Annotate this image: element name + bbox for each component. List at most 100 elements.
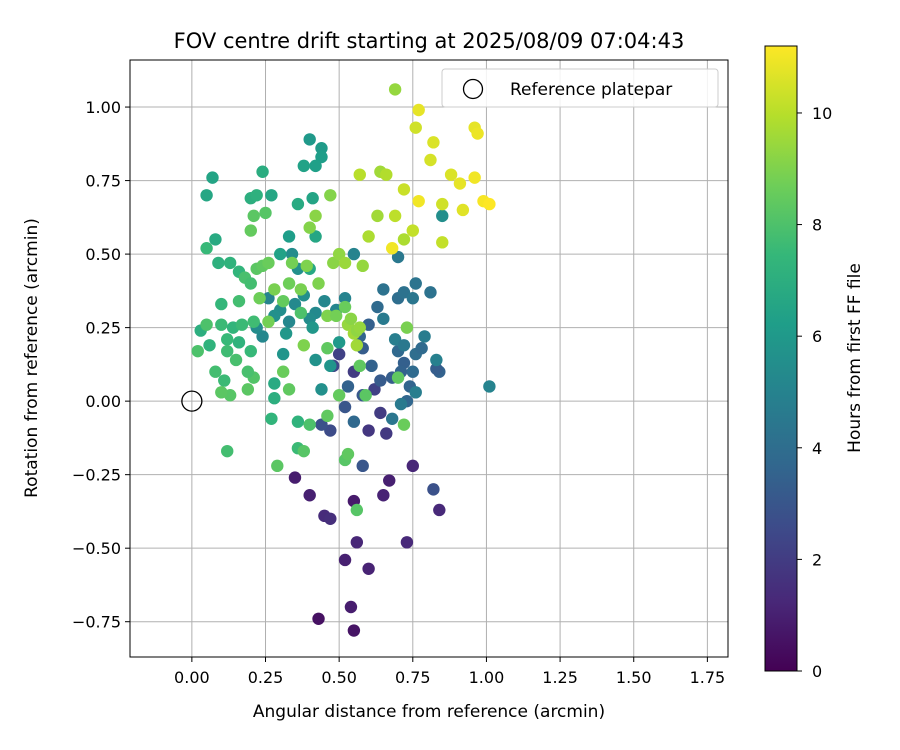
data-point <box>383 474 396 487</box>
data-point <box>200 189 213 202</box>
data-point <box>262 292 275 305</box>
data-point <box>388 333 402 346</box>
x-tick-label: 1.00 <box>469 668 505 687</box>
data-point <box>253 292 266 305</box>
data-point <box>215 386 228 399</box>
legend-label-reference: Reference platepar <box>510 80 672 100</box>
data-point <box>453 177 467 190</box>
data-point <box>241 365 255 378</box>
x-tick-label: 0.25 <box>248 668 284 687</box>
data-point <box>427 483 440 496</box>
y-tick-label: 1.00 <box>85 98 121 117</box>
data-point <box>282 383 296 396</box>
data-point <box>223 256 237 270</box>
data-point <box>388 83 402 96</box>
data-point <box>200 242 213 255</box>
y-tick-label: −0.25 <box>72 466 121 485</box>
data-point <box>350 536 364 549</box>
data-point <box>427 136 440 149</box>
data-point <box>268 392 281 405</box>
data-point <box>377 283 390 296</box>
colorbar-ticks: 0 2 4 6 8 10 <box>797 104 832 681</box>
legend: Reference platepar <box>441 68 719 108</box>
data-point <box>433 503 446 517</box>
data-point <box>338 553 352 567</box>
data-point <box>377 312 390 325</box>
data-point <box>371 300 384 314</box>
y-tick-label: −0.75 <box>72 613 121 632</box>
data-point <box>265 189 278 202</box>
x-axis: 0.00 0.25 0.50 0.75 1.00 1.25 1.50 1.75 <box>174 657 725 687</box>
y-tick-label: 0.75 <box>85 172 121 191</box>
data-point <box>324 359 337 373</box>
data-point <box>309 159 322 173</box>
data-point <box>338 400 352 414</box>
data-point <box>274 247 287 261</box>
data-point <box>259 206 272 220</box>
data-point <box>397 233 411 246</box>
data-point <box>282 315 296 328</box>
data-point <box>241 383 255 396</box>
data-point <box>309 230 322 243</box>
data-point <box>412 194 425 208</box>
data-point <box>371 209 384 223</box>
data-point <box>315 150 328 164</box>
data-point <box>332 347 346 361</box>
x-tick-label: 1.25 <box>542 668 578 687</box>
data-point <box>424 286 437 299</box>
data-point <box>406 292 419 305</box>
data-point <box>312 277 325 290</box>
data-point <box>279 327 293 340</box>
data-point <box>247 315 260 328</box>
data-point <box>321 342 334 355</box>
x-tick-label: 0.50 <box>321 668 357 687</box>
data-point <box>324 512 337 525</box>
data-point <box>212 256 225 270</box>
data-point <box>285 256 299 270</box>
y-tick-label: 0.00 <box>85 392 121 411</box>
x-tick-label: 0.75 <box>395 668 431 687</box>
data-point <box>291 197 305 211</box>
data-point <box>436 236 449 249</box>
legend-marker-reference <box>462 78 484 100</box>
x-tick-label: 1.50 <box>616 668 652 687</box>
data-point <box>306 321 319 334</box>
data-point <box>291 415 305 428</box>
data-point <box>206 171 219 184</box>
data-point <box>356 259 369 273</box>
data-point <box>235 318 249 331</box>
data-point <box>362 230 375 243</box>
data-point <box>250 189 263 202</box>
data-point <box>309 353 322 367</box>
data-point <box>256 165 269 178</box>
data-point <box>288 471 302 484</box>
data-point <box>391 250 405 264</box>
data-point <box>232 294 246 308</box>
colorbar-label: Hours from first FF file <box>845 263 865 453</box>
data-point <box>436 209 449 223</box>
x-tick-label: 1.75 <box>690 668 726 687</box>
data-point <box>344 600 358 614</box>
data-point <box>350 503 364 517</box>
data-point <box>303 133 316 146</box>
data-points <box>181 83 496 637</box>
data-point <box>388 209 402 223</box>
data-point <box>409 277 422 290</box>
data-point <box>385 242 399 255</box>
data-point <box>200 318 213 331</box>
data-point <box>394 397 408 411</box>
data-point <box>430 362 443 375</box>
plot-frame <box>129 59 729 658</box>
data-point <box>353 321 366 334</box>
data-point <box>297 339 311 352</box>
data-point <box>341 447 355 461</box>
data-point <box>327 256 340 270</box>
data-point <box>374 406 387 420</box>
data-point <box>338 292 352 305</box>
data-point <box>294 306 308 320</box>
data-point <box>409 121 422 134</box>
data-point <box>262 315 275 328</box>
y-tick-label: 0.50 <box>85 245 121 264</box>
y-tick-label: −0.50 <box>72 539 121 558</box>
